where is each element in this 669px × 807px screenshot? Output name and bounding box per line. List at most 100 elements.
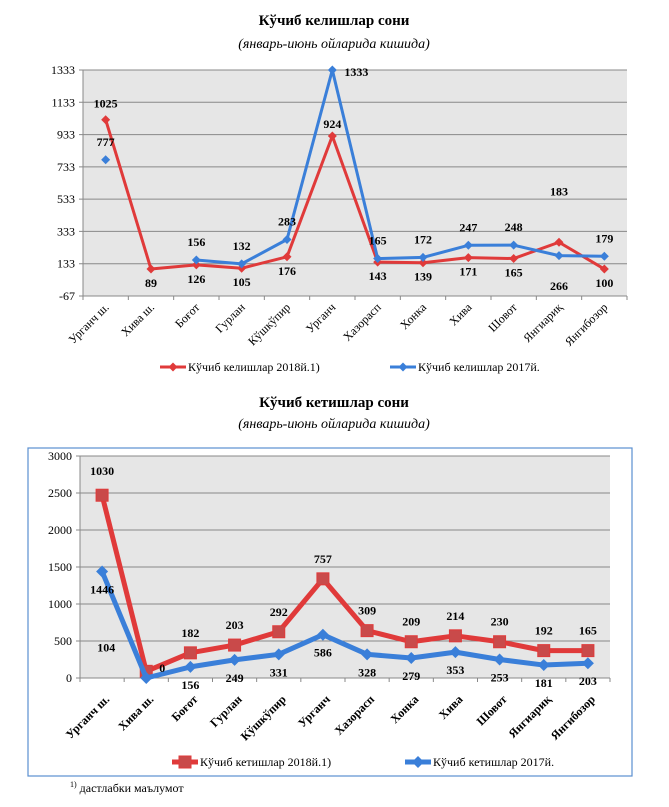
data-point xyxy=(493,635,507,649)
chart-title: Кўчиб кетишлар сони xyxy=(259,395,409,411)
data-point xyxy=(327,131,337,141)
data-label: 1333 xyxy=(344,65,368,79)
x-tick-label: Урганч ш. xyxy=(63,692,112,741)
legend-item xyxy=(405,756,431,768)
x-tick-label: Хазорасп xyxy=(332,692,378,738)
data-label: 353 xyxy=(446,663,464,677)
data-label: 248 xyxy=(505,220,523,234)
y-tick-label: 333 xyxy=(57,224,75,238)
y-tick-label: 0 xyxy=(66,671,72,685)
data-point xyxy=(228,653,241,666)
data-label: 139 xyxy=(414,270,432,284)
data-point xyxy=(96,565,109,578)
legend-label: Кўчиб келишлар 2017й. xyxy=(418,360,540,374)
y-tick-label: 2500 xyxy=(48,486,72,500)
data-label: 283 xyxy=(278,215,296,229)
data-point xyxy=(599,264,609,274)
data-point xyxy=(509,240,519,250)
legend-marker xyxy=(398,362,408,372)
data-point xyxy=(463,253,473,263)
data-label: 203 xyxy=(226,618,244,632)
y-tick-label: 733 xyxy=(57,160,75,174)
x-tick-label: Янгибозор xyxy=(548,692,599,743)
data-label: 172 xyxy=(414,232,432,246)
data-label: 1030 xyxy=(90,464,114,478)
data-point xyxy=(449,646,462,659)
legend-item xyxy=(390,362,416,372)
data-label: 171 xyxy=(459,265,477,279)
data-label: 253 xyxy=(491,671,509,685)
data-label: 757 xyxy=(314,552,332,566)
x-tick-label: Урганч ш. xyxy=(66,300,112,346)
data-point xyxy=(418,258,428,268)
legend-label: Кўчиб кетишлар 2017й. xyxy=(433,755,554,769)
data-point xyxy=(581,644,595,658)
series-line xyxy=(196,68,605,266)
x-tick-label: Боғот xyxy=(172,300,203,331)
data-point xyxy=(282,252,292,262)
data-label: 156 xyxy=(181,678,199,692)
data-point xyxy=(509,254,519,264)
data-point xyxy=(599,251,609,261)
data-point xyxy=(554,237,564,247)
y-tick-label: 1000 xyxy=(48,597,72,611)
y-tick-label: 3000 xyxy=(48,449,72,463)
data-label: 331 xyxy=(270,665,288,679)
data-point xyxy=(95,488,109,502)
y-tick-label: 133 xyxy=(57,257,75,271)
data-label: 209 xyxy=(402,615,420,629)
data-point xyxy=(581,657,594,670)
data-point xyxy=(272,625,286,639)
data-label: 247 xyxy=(459,220,477,234)
series-2017 xyxy=(96,565,594,684)
x-tick-label: Янгибозор xyxy=(562,300,610,348)
footnote: 1) дастлабки маълумот xyxy=(70,780,184,796)
x-tick-label: Кўшкўпир xyxy=(238,692,289,743)
data-label: 309 xyxy=(358,604,376,618)
data-label: 203 xyxy=(579,674,597,688)
y-tick-label: 533 xyxy=(57,192,75,206)
series-2018 xyxy=(95,488,595,678)
data-label: 179 xyxy=(595,231,613,245)
data-label: 586 xyxy=(314,646,332,660)
chart-2 xyxy=(27,447,633,777)
data-label: 182 xyxy=(181,626,199,640)
data-label: 132 xyxy=(233,239,251,253)
data-point xyxy=(554,251,564,261)
data-point xyxy=(272,648,285,661)
data-label: 1446 xyxy=(90,582,114,596)
x-tick-label: Хива xyxy=(436,692,466,722)
chart-1 xyxy=(79,65,628,372)
data-point xyxy=(327,65,337,75)
series-line xyxy=(104,119,606,271)
data-label: 249 xyxy=(226,671,244,685)
data-label: 181 xyxy=(535,676,553,690)
legend-marker xyxy=(178,755,192,769)
data-label: 156 xyxy=(187,235,205,249)
data-point xyxy=(101,155,111,165)
data-point xyxy=(191,260,201,270)
y-tick-label: 1133 xyxy=(51,95,75,109)
series-2017 xyxy=(101,65,609,269)
data-point xyxy=(316,572,330,586)
series-line xyxy=(99,570,589,681)
data-label: 192 xyxy=(535,624,553,638)
data-point xyxy=(493,653,506,666)
legend-marker xyxy=(412,756,424,768)
x-tick-label: Гурлан xyxy=(212,300,248,336)
data-label: 230 xyxy=(491,615,509,629)
data-label: 266 xyxy=(550,279,568,293)
y-tick-label: 1500 xyxy=(48,560,72,574)
data-point xyxy=(537,644,551,658)
data-label: 328 xyxy=(358,665,376,679)
data-label: 165 xyxy=(505,266,523,280)
x-tick-label: Урганч xyxy=(303,300,338,335)
y-tick-label: 933 xyxy=(57,128,75,142)
chart-title: Кўчиб келишлар сони xyxy=(259,13,410,29)
y-tick-label: 2000 xyxy=(48,523,72,537)
data-point xyxy=(418,252,428,262)
data-point xyxy=(184,660,197,673)
x-tick-label: Шовот xyxy=(485,300,520,335)
x-tick-label: Хива ш. xyxy=(118,300,157,339)
